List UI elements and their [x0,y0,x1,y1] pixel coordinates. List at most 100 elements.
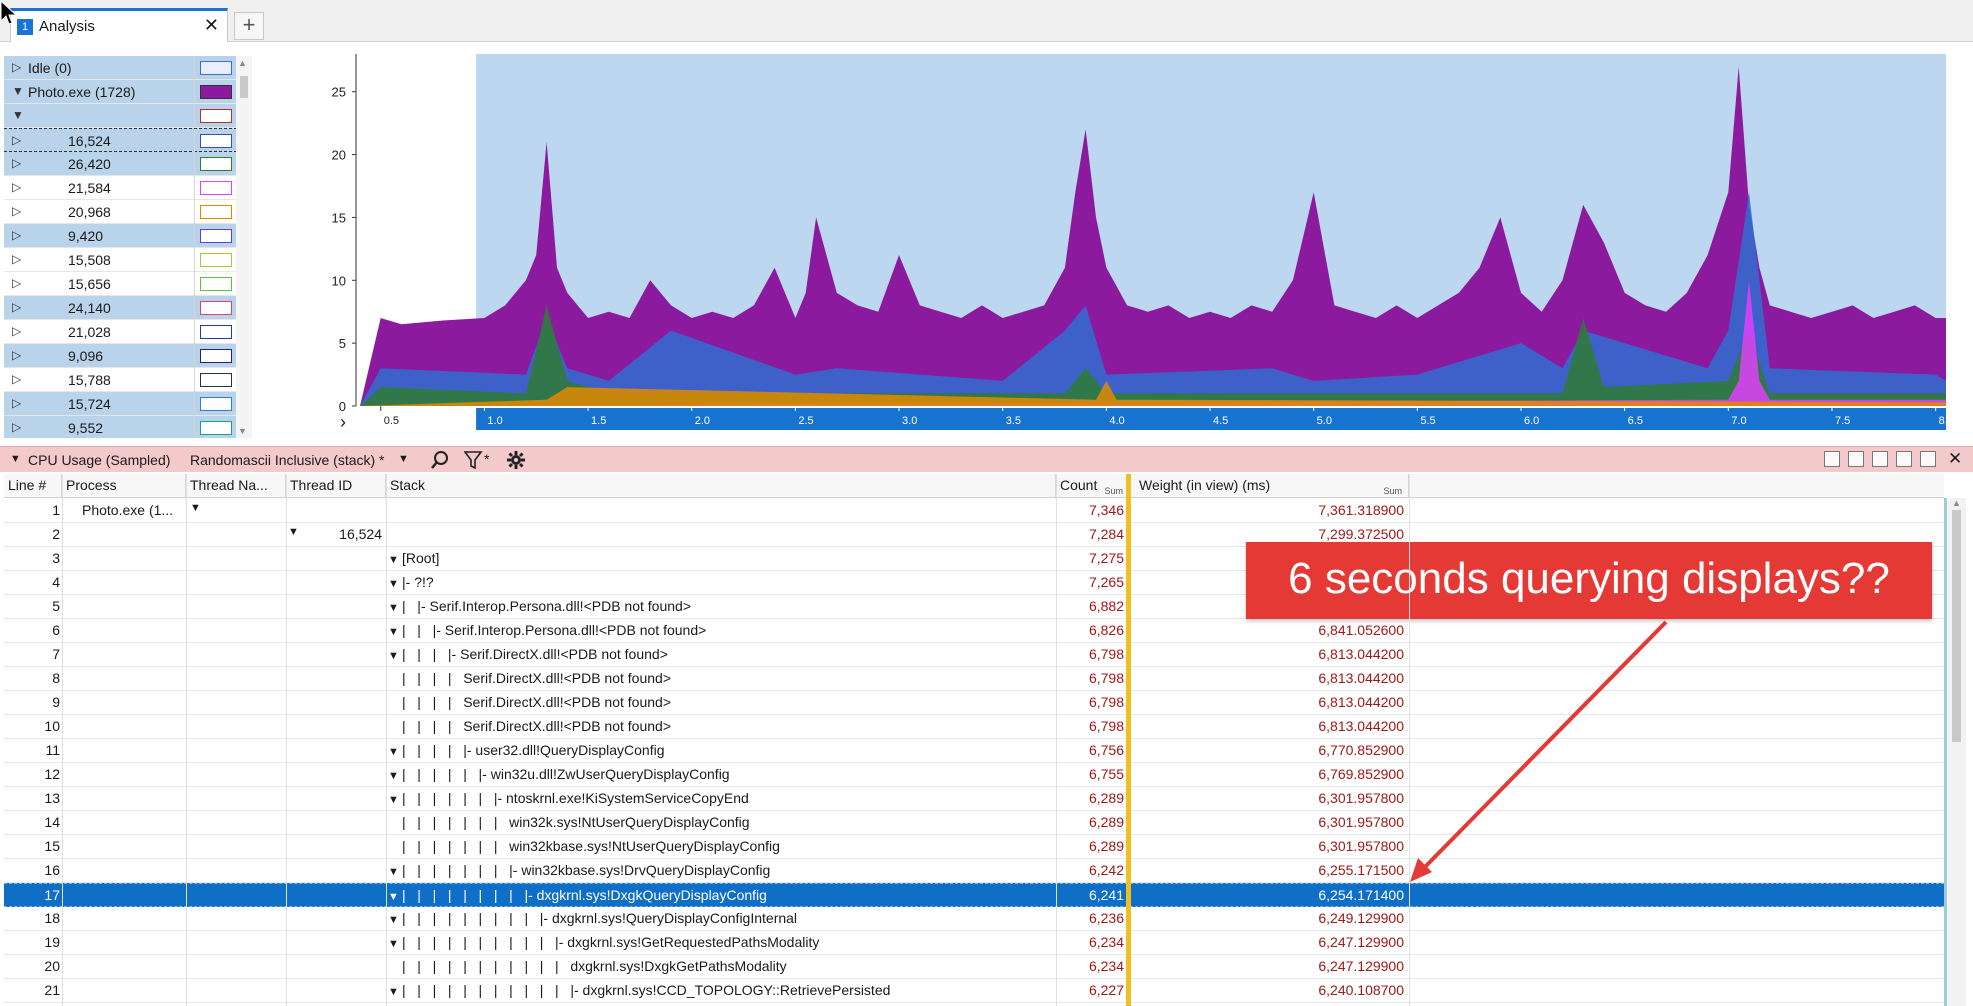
legend-row[interactable]: ▷ 9,096 [4,344,252,368]
legend-row[interactable]: ▷ 15,788 [4,368,252,392]
chevron-right-icon[interactable]: › [340,412,346,432]
table-scrollbar[interactable]: ▲ [1948,498,1966,1006]
filter-icon[interactable] [464,450,486,470]
table-row[interactable]: 7 ▼ | | | |- Serif.DirectX.dll!<PDB not fo… [4,643,1944,667]
legend-row[interactable]: ▷ 21,584 [4,176,252,200]
table-row[interactable]: 6 ▼ | | |- Serif.Interop.Persona.dll!<PDB … [4,619,1944,643]
table-row[interactable]: 16 ▼ | | | | | | | |- win32kbase.sys!DrvQu… [4,859,1944,883]
expanded-triangle-icon[interactable]: ▼ [12,84,24,98]
table-row[interactable]: 3 ▼ [Root] 7,275 [4,547,1944,571]
legend-color-swatch[interactable] [200,349,232,363]
expanded-triangle-icon[interactable]: ▼ [388,794,399,806]
legend-row[interactable]: ▷ 21,028 [4,320,252,344]
column-thread-id[interactable]: Thread ID [286,474,386,498]
collapsed-triangle-icon[interactable]: ▷ [12,228,22,242]
legend-row[interactable]: ▷ Idle (0) [4,56,252,80]
expanded-triangle-icon[interactable]: ▼ [388,770,399,782]
table-row[interactable]: 12 ▼ | | | | | |- win32u.dll!ZwUserQueryDi… [4,763,1944,787]
table-row[interactable]: 13 ▼ | | | | | | |- ntoskrnl.exe!KiSystemS… [4,787,1944,811]
expanded-triangle-icon[interactable]: ▼ [388,891,399,903]
expanded-triangle-icon[interactable]: ▼ [388,650,399,662]
table-row[interactable]: 17 ▼ | | | | | | | | |- dxgkrnl.sys!DxgkQu… [4,883,1944,907]
table-row[interactable]: 10 | | | | Serif.DirectX.dll!<PDB not fou… [4,715,1944,739]
graph-title[interactable]: CPU Usage (Sampled) [28,452,171,468]
table-row[interactable]: 8 | | | | Serif.DirectX.dll!<PDB not foun… [4,667,1944,691]
collapsed-triangle-icon[interactable]: ▷ [12,252,22,266]
expanded-triangle-icon[interactable]: ▼ [388,986,399,998]
table-row[interactable]: 2 16,524 ▼ 7,284 7,299.372500 [4,523,1944,547]
table-row[interactable]: 14 | | | | | | | win32k.sys!NtUserQueryDi… [4,811,1944,835]
close-icon[interactable]: ✕ [203,15,219,35]
legend-row[interactable]: ▷ 15,656 [4,272,252,296]
collapsed-triangle-icon[interactable]: ▷ [12,372,22,386]
graph-table-view-icon[interactable] [1824,451,1840,467]
collapsed-triangle-icon[interactable]: ▷ [12,420,22,434]
legend-color-swatch[interactable] [200,229,232,243]
legend-color-swatch[interactable] [200,397,232,411]
legend-color-swatch[interactable] [200,373,232,387]
collapsed-triangle-icon[interactable]: ▷ [12,276,22,290]
column-thread-name[interactable]: Thread Na... [186,474,286,498]
column-weight[interactable]: Weight (in view) (ms) Sum [1135,474,1409,498]
collapsed-triangle-icon[interactable]: ▷ [12,396,22,410]
close-icon[interactable]: ✕ [1948,449,1963,468]
table-row[interactable]: 20 | | | | | | | | | | | dxgkrnl.sys!Dxgk… [4,955,1944,979]
table-row[interactable]: 1 Photo.exe (1... ▼ 7,346 7,361.318900 [4,499,1944,523]
legend-row[interactable]: ▼ [4,104,252,128]
collapsed-triangle-icon[interactable]: ▷ [12,180,22,194]
legend-color-swatch[interactable] [200,157,232,171]
legend-color-swatch[interactable] [200,421,232,435]
collapsed-triangle-icon[interactable]: ▷ [12,60,22,74]
expanded-triangle-icon[interactable]: ▼ [190,502,201,514]
legend-row[interactable]: ▷ 16,524 [4,128,252,153]
legend-row[interactable]: ▷ 26,420 [4,152,252,176]
legend-color-swatch[interactable] [200,301,232,315]
column-stack[interactable]: Stack [386,474,1056,498]
scrollbar-thumb[interactable] [240,76,248,98]
table-row[interactable]: 19 ▼ | | | | | | | | | | |- dxgkrnl.sys!Ge… [4,931,1944,955]
scroll-up-icon[interactable]: ▲ [1952,498,1961,508]
column-count[interactable]: Count Sum [1056,474,1130,498]
legend-row[interactable]: ▷ 20,968 [4,200,252,224]
scrollbar-thumb[interactable] [1952,510,1961,742]
table-row[interactable]: 5 ▼ | |- Serif.Interop.Persona.dll!<PDB no… [4,595,1944,619]
table-row[interactable]: 11 ▼ | | | | |- user32.dll!QueryDisplayCon… [4,739,1944,763]
column-process[interactable]: Process [62,474,186,498]
settings-icon[interactable] [506,450,526,470]
expanded-triangle-icon[interactable]: ▼ [388,866,399,878]
expanded-triangle-icon[interactable]: ▼ [388,914,399,926]
expanded-triangle-icon[interactable]: ▼ [388,626,399,638]
collapsed-triangle-icon[interactable]: ▷ [12,324,22,338]
legend-color-swatch[interactable] [200,205,232,219]
legend-color-swatch[interactable] [200,325,232,339]
legend-color-swatch[interactable] [200,85,232,99]
legend-color-swatch[interactable] [200,181,232,195]
table-row[interactable]: 21 ▼ | | | | | | | | | | | |- dxgkrnl.sys!… [4,979,1944,1003]
expanded-triangle-icon[interactable]: ▼ [388,554,399,566]
tab-analysis[interactable]: 1 Analysis ✕ [10,8,228,42]
collapsed-triangle-icon[interactable]: ▷ [12,300,22,314]
expanded-triangle-icon[interactable]: ▼ [388,578,399,590]
legend-color-swatch[interactable] [200,134,232,148]
cpu-usage-chart[interactable]: 0 5 10 15 20 25 0.5 1.0 1.5 2.0 2.5 3.0 3.5 4.0 4.5 5.0… [290,50,1954,440]
collapse-triangle-icon[interactable]: ▼ [10,453,21,465]
aggregation-divider[interactable] [1126,474,1131,1006]
scroll-up-icon[interactable]: ▲ [238,58,247,68]
restore-icon[interactable] [1896,451,1912,467]
table-row[interactable]: 18 ▼ | | | | | | | | | |- dxgkrnl.sys!Quer… [4,907,1944,931]
table-row[interactable]: 4 ▼ |- ?!? 7,265 [4,571,1944,595]
legend-color-swatch[interactable] [200,109,232,123]
search-icon[interactable] [430,450,450,470]
legend-color-swatch[interactable] [200,61,232,75]
collapsed-triangle-icon[interactable]: ▷ [12,156,22,170]
legend-row[interactable]: ▷ 15,724 [4,392,252,416]
legend-row[interactable]: ▷ 24,140 [4,296,252,320]
legend-row[interactable]: ▷ 9,420 [4,224,252,248]
legend-row[interactable]: ▷ 15,508 [4,248,252,272]
legend-color-swatch[interactable] [200,277,232,291]
chart-svg[interactable]: 0 5 10 15 20 25 0.5 1.0 1.5 2.0 2.5 3.0 3.5 4.0 4.5 5.0… [290,50,1954,440]
legend-color-swatch[interactable] [200,253,232,267]
preset-selector[interactable]: Randomascii Inclusive (stack) * [190,452,385,468]
collapsed-triangle-icon[interactable]: ▷ [12,133,22,147]
collapsed-triangle-icon[interactable]: ▷ [12,204,22,218]
